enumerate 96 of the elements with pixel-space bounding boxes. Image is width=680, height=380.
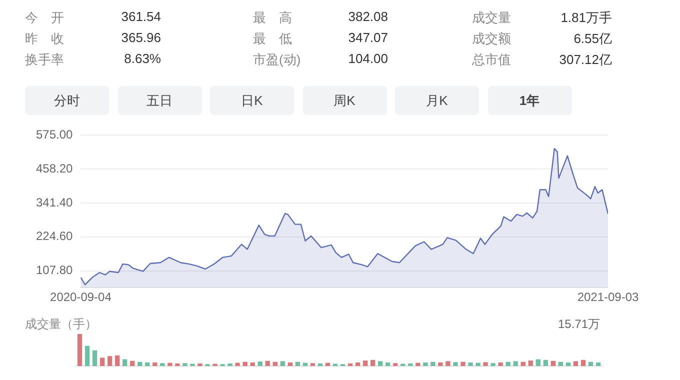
- bar: [92, 350, 98, 366]
- bar: [513, 361, 518, 366]
- bar: [408, 363, 413, 366]
- bar: [386, 362, 390, 366]
- bar: [288, 362, 292, 366]
- bar: [423, 362, 428, 366]
- text: 市盈(动): [253, 51, 301, 69]
- bar: [566, 362, 571, 366]
- bar: [558, 362, 563, 366]
- text: 1.81万手: [560, 9, 612, 27]
- bar: [228, 363, 232, 366]
- bar: [182, 363, 188, 366]
- x-tick-label: 2021-09-03: [577, 290, 640, 304]
- bar: [596, 362, 601, 366]
- bar: [100, 358, 105, 366]
- bar: [130, 360, 135, 366]
- y-tick-label: 341.40: [36, 195, 74, 210]
- bar: [446, 361, 450, 366]
- bar: [528, 360, 533, 366]
- text: 总市值: [472, 51, 511, 69]
- text: 361.54: [121, 9, 161, 24]
- bar: [235, 362, 240, 366]
- x-tick-label: 2020-09-04: [50, 290, 112, 304]
- bar: [115, 355, 120, 366]
- bar: [580, 360, 586, 366]
- y-axis-title: 成交量（手）: [25, 316, 97, 333]
- bar: [483, 362, 488, 366]
- text: 今 开: [25, 9, 64, 27]
- bar: [198, 363, 202, 366]
- bar: [145, 362, 150, 366]
- text: 周K: [302, 86, 386, 115]
- bar: [310, 363, 316, 366]
- bar: [138, 362, 142, 366]
- bar: [348, 363, 353, 366]
- bar: [460, 362, 466, 366]
- text: 月K: [395, 86, 479, 115]
- bar: [122, 359, 128, 366]
- bar: [550, 360, 556, 366]
- bar: [355, 362, 360, 366]
- text: 成交额: [472, 30, 511, 48]
- bar: [453, 362, 458, 366]
- text: 五日: [118, 86, 202, 115]
- text: 最 高: [253, 9, 292, 27]
- bar: [325, 362, 330, 366]
- y-tick-label: 458.20: [36, 161, 74, 176]
- bar: [476, 362, 480, 366]
- bar: [378, 361, 383, 366]
- bar: [393, 363, 398, 366]
- text: 昨 收: [25, 30, 64, 48]
- text: 成交量: [472, 9, 511, 27]
- bar: [468, 362, 473, 366]
- bar: [362, 360, 368, 366]
- bar: [543, 360, 548, 366]
- bar: [430, 362, 436, 366]
- bar: [506, 362, 510, 366]
- text: 最 低: [253, 30, 292, 48]
- text: 日K: [210, 86, 294, 115]
- text: 365.96: [121, 30, 161, 45]
- bar: [84, 346, 90, 366]
- text: 分时: [25, 86, 109, 115]
- bar: [302, 362, 308, 366]
- bar: [295, 362, 300, 366]
- text: 347.07: [348, 30, 388, 45]
- bar: [160, 363, 165, 366]
- bar: [77, 334, 82, 366]
- bar: [107, 356, 112, 366]
- text: 307.12亿: [559, 51, 612, 69]
- bar: [280, 361, 285, 366]
- text: 104.00: [348, 51, 388, 66]
- bar: [416, 362, 420, 366]
- bar: [258, 362, 262, 366]
- bar: [175, 363, 180, 366]
- bar: [152, 362, 158, 366]
- y-tick-label: 107.80: [36, 263, 74, 278]
- text: 换手率: [25, 51, 64, 69]
- y-tick-label: 575.00: [36, 128, 74, 142]
- bar: [272, 362, 278, 366]
- text: 382.08: [348, 9, 388, 24]
- bar: [265, 360, 270, 366]
- bar: [536, 359, 540, 366]
- bar: [588, 362, 594, 366]
- bar: [250, 362, 255, 366]
- bar: [370, 360, 376, 366]
- text: 1年: [488, 86, 572, 115]
- bar: [168, 362, 172, 366]
- text: 8.63%: [124, 51, 161, 66]
- bar: [242, 362, 248, 366]
- bar: [318, 363, 323, 366]
- bar: [498, 362, 503, 366]
- text: 6.55亿: [574, 30, 612, 48]
- text: 15.71万: [558, 316, 600, 333]
- bar: [438, 362, 443, 366]
- bar: [490, 363, 496, 366]
- bar: [520, 362, 526, 366]
- bar: [573, 361, 578, 366]
- y-tick-label: 224.60: [36, 229, 74, 244]
